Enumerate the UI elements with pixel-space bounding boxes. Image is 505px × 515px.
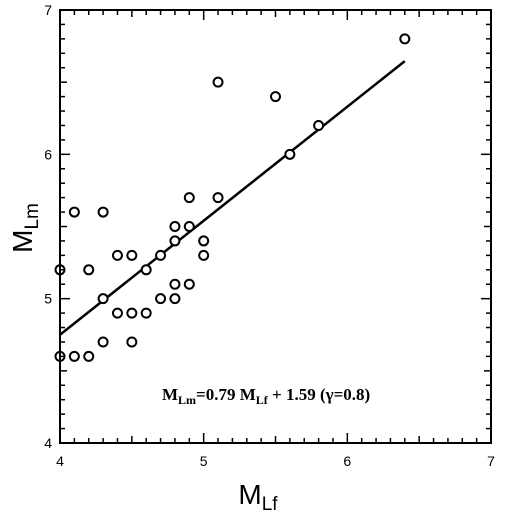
- data-point: [155, 249, 167, 261]
- data-point: [169, 221, 181, 232]
- regression-equation: MLm=0.79 MLf + 1.59 (γ=0.8): [162, 385, 370, 407]
- axis-ticks: 4 5 6 7 4 5 6 7: [44, 2, 495, 469]
- data-point: [399, 33, 411, 45]
- data-point: [83, 264, 95, 276]
- data-point: [183, 192, 195, 204]
- data-point: [169, 235, 181, 247]
- data-point: [313, 119, 325, 131]
- data-point: [68, 350, 80, 362]
- x-tick-label: 4: [56, 453, 64, 469]
- x-tick-label: 7: [487, 453, 495, 469]
- data-point: [212, 192, 224, 204]
- data-point: [97, 206, 109, 218]
- data-point: [97, 293, 109, 305]
- y-axis-label: MLm: [7, 203, 43, 253]
- equation-text: M: [162, 385, 178, 404]
- data-point: [126, 307, 138, 319]
- regression-line: [59, 60, 406, 336]
- y-tick-label: 4: [44, 435, 52, 451]
- data-point: [126, 249, 138, 261]
- data-point: [212, 76, 224, 88]
- chart-marks: [54, 33, 411, 362]
- data-point: [140, 264, 152, 276]
- data-point: [169, 278, 181, 290]
- equation-text: =0.79 M: [196, 385, 256, 404]
- data-point: [169, 293, 181, 305]
- y-tick-label: 7: [44, 2, 52, 18]
- data-point: [183, 278, 195, 290]
- plot-frame: [59, 9, 492, 444]
- y-tick-label: 6: [44, 146, 52, 162]
- data-point: [97, 336, 109, 348]
- data-point: [111, 249, 123, 261]
- x-axis-label: MLf: [238, 479, 278, 515]
- data-point: [198, 249, 210, 261]
- data-point: [284, 148, 296, 160]
- data-point: [126, 336, 138, 348]
- x-tick-label: 5: [200, 453, 208, 469]
- equation-text: + 1.59 (γ=0.8): [268, 385, 370, 404]
- data-point: [83, 350, 95, 362]
- equation-subscript: Lf: [256, 393, 269, 407]
- equation-subscript: Lm: [178, 393, 196, 407]
- data-point: [111, 307, 123, 319]
- data-point: [155, 293, 167, 305]
- data-point: [270, 91, 281, 103]
- data-point: [68, 206, 80, 218]
- x-tick-label: 6: [343, 453, 351, 469]
- data-point: [183, 221, 195, 232]
- data-point: [140, 307, 152, 319]
- data-point: [198, 235, 210, 247]
- y-tick-label: 5: [44, 291, 52, 307]
